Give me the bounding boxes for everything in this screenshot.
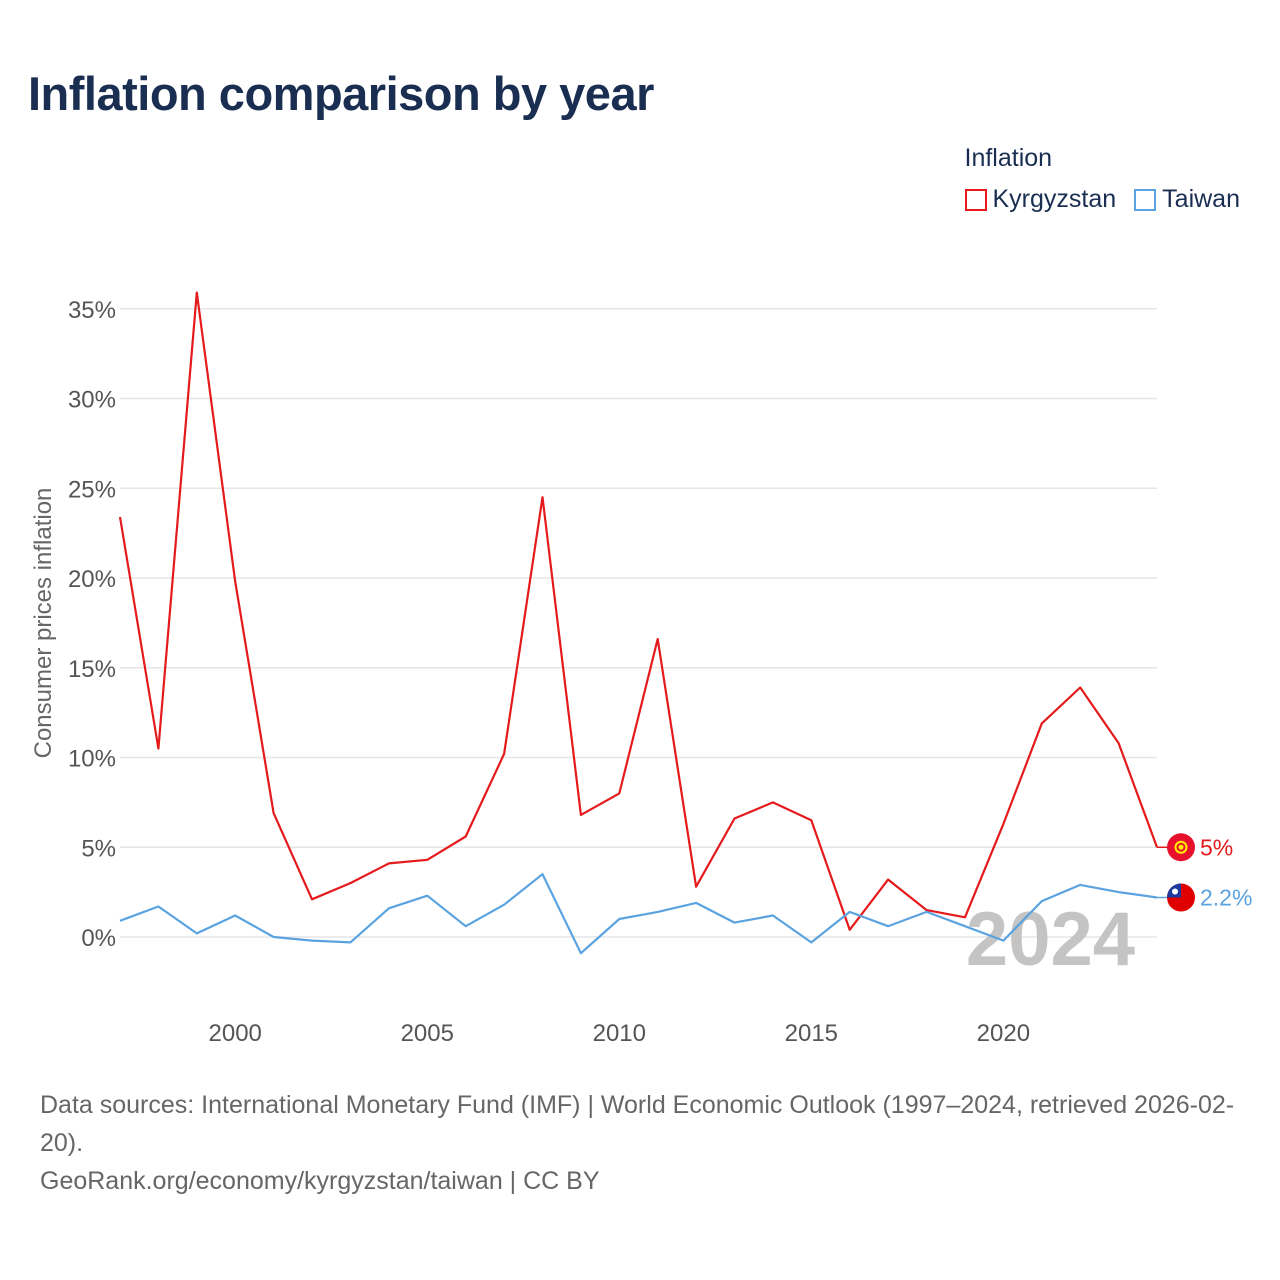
y-tick-label: 35% xyxy=(68,297,116,324)
x-tick-label: 2000 xyxy=(209,1020,262,1047)
chart-title: Inflation comparison by year xyxy=(28,67,654,120)
line-chart: 0% 5% 10% 15% 20% 25% 30% 35% 2000 2005 2010 2015 2… xyxy=(30,291,1252,1047)
legend-swatch-kyrgyzstan xyxy=(964,188,987,211)
legend-label-kyrgyzstan: Kyrgyzstan xyxy=(992,185,1117,213)
legend-item-kyrgyzstan[interactable]: Kyrgyzstan xyxy=(964,185,1117,214)
x-tick-label: 2015 xyxy=(785,1020,838,1047)
y-tick-label: 5% xyxy=(81,835,116,862)
year-watermark: 2024 xyxy=(966,897,1135,982)
x-tick-label: 2010 xyxy=(593,1020,646,1047)
x-tick-label: 2020 xyxy=(977,1020,1030,1047)
flag-icon-kyrgyzstan xyxy=(1167,833,1195,862)
y-axis-label: Consumer prices inflation xyxy=(30,488,57,759)
x-tick-label: 2005 xyxy=(401,1020,454,1047)
legend-item-taiwan[interactable]: Taiwan xyxy=(1134,185,1240,214)
end-value-label-kyrgyzstan: 5% xyxy=(1200,834,1233,860)
series-line-kyrgyzstan[interactable] xyxy=(118,291,1159,931)
flag-icon-taiwan xyxy=(1167,883,1195,912)
legend-title: Inflation xyxy=(964,144,1053,172)
y-tick-label: 30% xyxy=(68,387,116,414)
y-tick-label: 10% xyxy=(68,746,116,773)
end-value-label-taiwan: 2.2% xyxy=(1200,885,1252,911)
y-tick-label: 15% xyxy=(68,656,116,683)
y-tick-label: 25% xyxy=(68,476,116,503)
y-tick-label: 20% xyxy=(68,566,116,593)
legend-label-taiwan: Taiwan xyxy=(1162,185,1240,213)
y-tick-label: 0% xyxy=(81,925,116,952)
legend: Inflation Kyrgyzstan Taiwan xyxy=(964,144,1240,214)
credit-link[interactable]: GeoRank.org/economy/kyrgyzstan/taiwan | … xyxy=(40,1167,600,1195)
footer: Data sources: International Monetary Fun… xyxy=(40,1086,1250,1200)
legend-swatch-taiwan xyxy=(1134,188,1157,211)
series-line-taiwan[interactable] xyxy=(119,873,1158,955)
data-sources: Data sources: International Monetary Fun… xyxy=(40,1091,1235,1157)
